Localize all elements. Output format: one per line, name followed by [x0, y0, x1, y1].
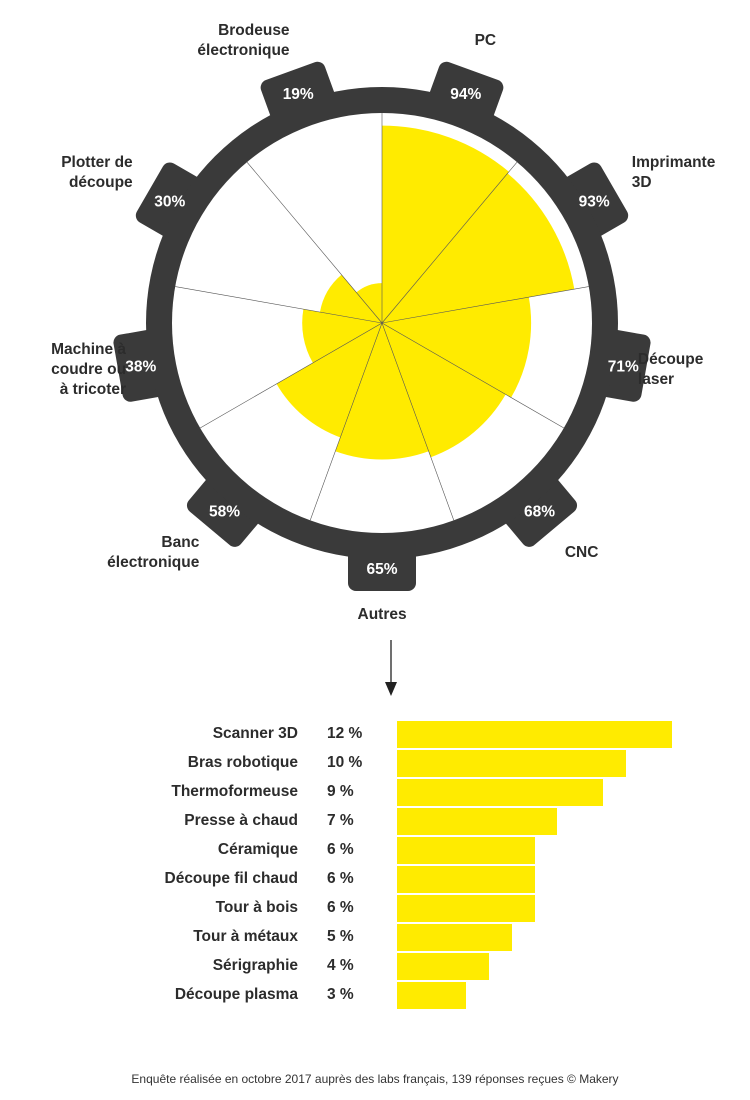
value-label: 19% [283, 86, 314, 103]
value-label: 68% [524, 504, 555, 521]
category-label: Découpe laser [637, 350, 704, 388]
category-label: CNC [564, 543, 599, 561]
bar-category-label: Découpe fil chaud [164, 870, 299, 887]
bar-category-label: Sérigraphie [212, 957, 298, 974]
spoke-line [381, 161, 518, 324]
category-label: Autres [357, 606, 407, 623]
bar-value-label: 6 % [327, 841, 354, 858]
bar [397, 953, 489, 980]
bar-value-label: 7 % [327, 812, 354, 829]
value-label: 58% [209, 504, 240, 521]
bar-value-label: 12 % [327, 725, 363, 742]
category-label: PC [474, 32, 497, 50]
bar [397, 895, 535, 922]
bar-row: Scanner 3D 12 % [0, 721, 750, 749]
bar [397, 924, 512, 951]
bar-row: Thermoformeuse 9 % [0, 779, 750, 807]
radial-bar-1 [382, 125, 509, 323]
bar-category-label: Bras robotique [187, 754, 298, 771]
spoke-line [381, 322, 565, 429]
bar-value-label: 6 % [327, 870, 354, 887]
bar-value-label: 6 % [327, 899, 354, 916]
bar [397, 750, 627, 777]
radial-bar-7 [302, 309, 382, 363]
bar-category-label: Tour à métaux [193, 928, 298, 945]
category-label: Machine à coudre ou à tricoter [51, 340, 127, 398]
radial-bar-4 [382, 323, 506, 458]
bar [397, 982, 466, 1009]
category-label: Banc électronique [107, 533, 200, 571]
category-label: Brodeuse électronique [197, 22, 290, 60]
bar-row: Découpe fil chaud 6 % [0, 866, 750, 894]
category-label: Plotter de découpe [61, 154, 133, 191]
value-label: 93% [579, 194, 610, 211]
value-label: 65% [366, 561, 397, 578]
bar [397, 779, 604, 806]
bar-category-label: Scanner 3D [212, 725, 298, 742]
category-label: Imprimante 3D [631, 154, 716, 191]
bar-category-label: Découpe plasma [174, 986, 298, 1003]
radial-bar-8 [319, 274, 382, 323]
value-label: 30% [154, 194, 185, 211]
bar-category-label: Thermoformeuse [171, 783, 298, 800]
value-label: 71% [608, 359, 639, 376]
bar [397, 837, 535, 864]
bar-row: Tour à métaux 5 % [0, 924, 750, 952]
radial-bar-5 [335, 323, 429, 460]
bar-row: Tour à bois 6 % [0, 895, 750, 923]
bar-category-label: Céramique [217, 841, 298, 858]
spoke-line [381, 286, 589, 324]
bar-category-label: Tour à bois [215, 899, 298, 916]
footnote: Enquête réalisée en octobre 2017 auprès … [131, 1072, 619, 1086]
radial-bar-6 [276, 323, 382, 438]
bar-value-label: 5 % [327, 928, 354, 945]
bar-row: Découpe plasma 3 % [0, 982, 750, 1010]
down-arrow-icon [385, 640, 397, 696]
spoke-line [381, 322, 455, 521]
value-label: 94% [450, 86, 481, 103]
radial-bar-3 [382, 297, 532, 398]
bar [397, 866, 535, 893]
bar-row: Céramique 6 % [0, 837, 750, 865]
bar-value-label: 10 % [327, 754, 363, 771]
value-label: 38% [125, 359, 156, 376]
radial-gear-chart: 94% 93% 71% 68% 65% 58% 38% 30% 19% [113, 61, 651, 591]
bar-value-label: 4 % [327, 957, 354, 974]
spoke-line [246, 161, 383, 324]
bar-row: Sérigraphie 4 % [0, 953, 750, 981]
radial-bar-9 [356, 283, 382, 323]
spoke-line [175, 286, 383, 324]
bar [397, 721, 672, 748]
spoke-line [199, 322, 383, 429]
bar [397, 808, 558, 835]
bar-value-label: 3 % [327, 986, 354, 1003]
bar-category-label: Presse à chaud [184, 812, 298, 829]
spoke-line [309, 322, 383, 521]
bar-row: Presse à chaud 7 % [0, 808, 750, 836]
radial-bar-2 [382, 173, 575, 323]
bar-value-label: 9 % [327, 783, 354, 800]
bar-row: Bras robotique 10 % [0, 750, 750, 778]
